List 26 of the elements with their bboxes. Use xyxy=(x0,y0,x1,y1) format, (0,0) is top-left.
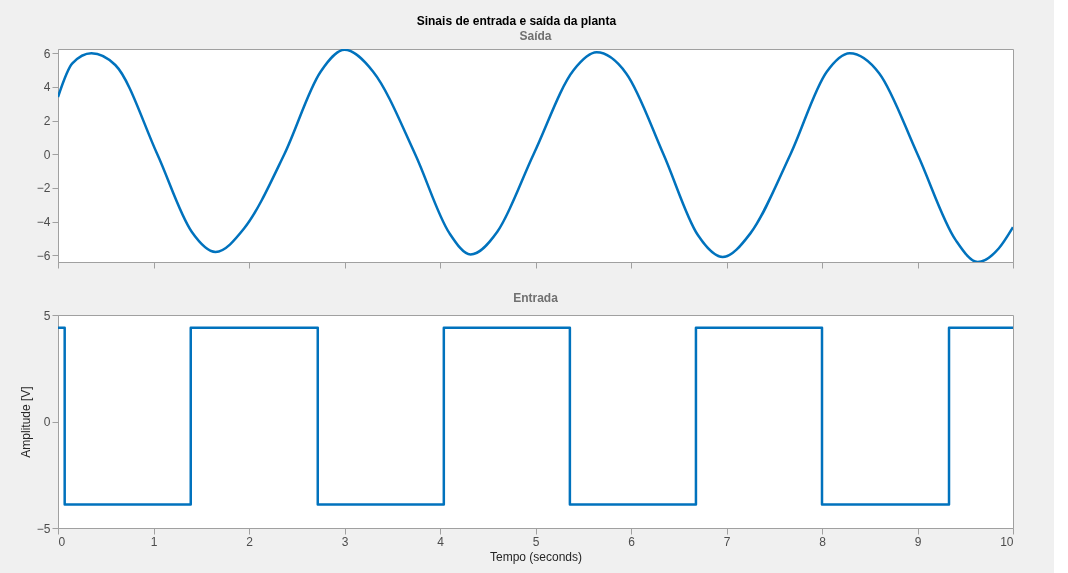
y-tick-label: 4 xyxy=(43,80,51,95)
x-tick-label: 4 xyxy=(437,534,445,549)
y-tick-label: −2 xyxy=(36,181,51,196)
x-tick-label: 7 xyxy=(723,534,731,549)
chart-subtitle: Saída xyxy=(519,29,552,44)
x-tick-label: 1 xyxy=(150,534,158,549)
y-tick-label: 2 xyxy=(43,114,51,129)
chart-title: Entrada xyxy=(513,291,559,305)
chart-title: Sinais de entrada e saída da planta xyxy=(416,13,617,28)
y-tick-label: 0 xyxy=(43,415,51,429)
x-tick-label: 8 xyxy=(819,534,827,549)
x-tick-label: 5 xyxy=(532,534,540,549)
y-tick-label: 0 xyxy=(43,147,51,162)
x-tick-label: 0 xyxy=(58,534,66,549)
x-tick-label: 2 xyxy=(246,534,254,549)
y-tick-label: −4 xyxy=(36,215,51,230)
x-axis-title: Tempo (seconds) xyxy=(489,549,583,564)
y-tick-label: 6 xyxy=(43,46,51,61)
y-tick-label: 5 xyxy=(43,308,51,323)
y-axis-title: Amplitude [V] xyxy=(18,386,33,458)
y-tick-label: −6 xyxy=(36,248,51,263)
x-tick-label: 9 xyxy=(914,534,922,549)
x-tick-label: 6 xyxy=(628,534,636,549)
y-tick-label: −5 xyxy=(36,521,51,536)
x-tick-label: 10 xyxy=(1000,534,1014,549)
x-tick-label: 3 xyxy=(341,534,349,549)
